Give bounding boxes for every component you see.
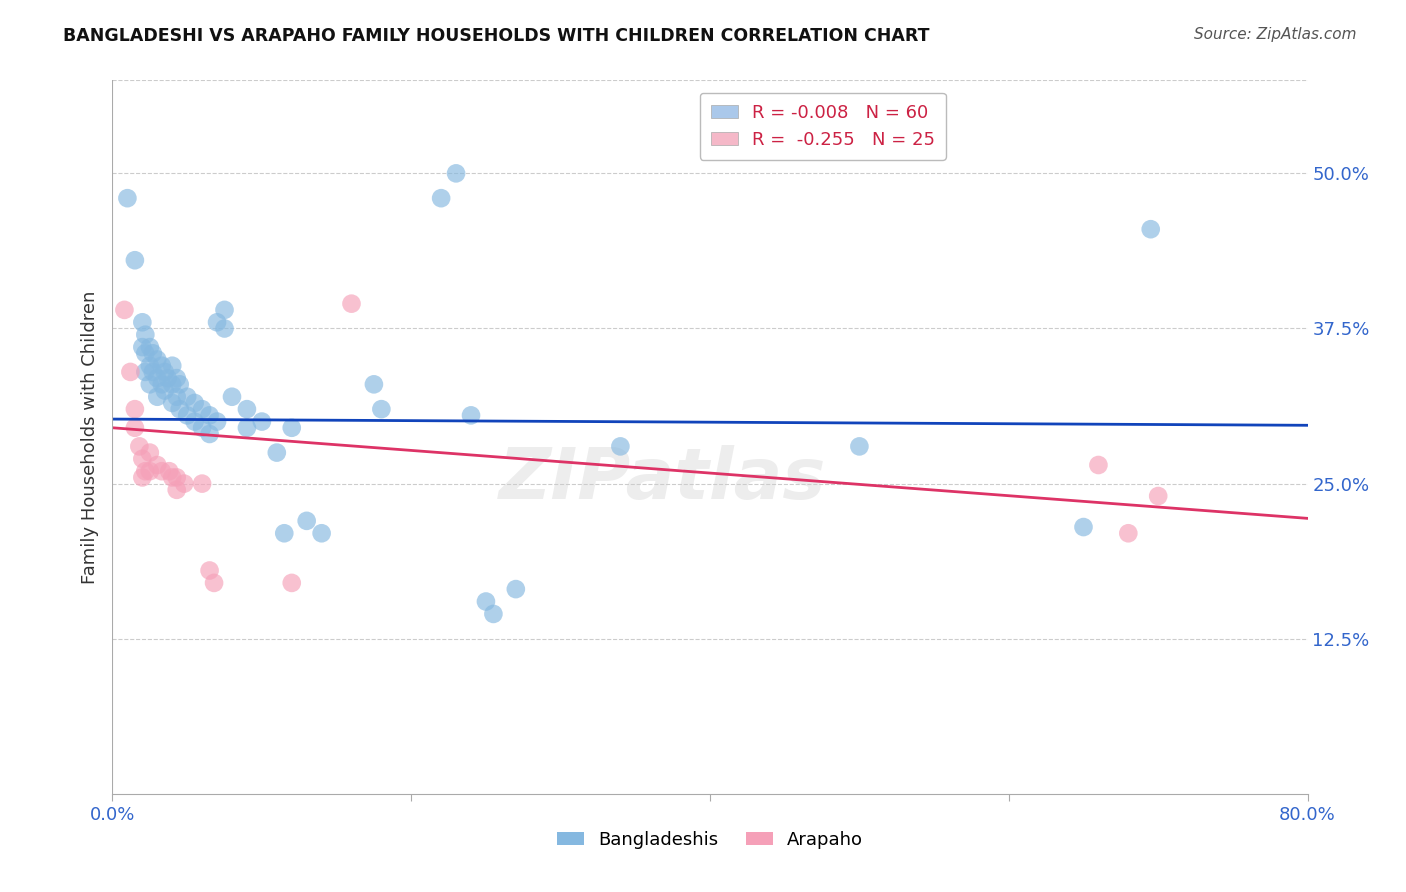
Point [134,464,156,478]
Point [142,365,165,379]
Point [191,476,214,491]
Point [205,415,228,429]
Point [1139,222,1161,236]
Point [311,526,333,541]
Legend: Bangladeshis, Arapaho: Bangladeshis, Arapaho [550,824,870,856]
Text: Source: ZipAtlas.com: Source: ZipAtlas.com [1194,27,1357,42]
Point [295,514,318,528]
Point [191,402,214,417]
Text: BANGLADESHI VS ARAPAHO FAMILY HOUSEHOLDS WITH CHILDREN CORRELATION CHART: BANGLADESHI VS ARAPAHO FAMILY HOUSEHOLDS… [63,27,929,45]
Point [146,458,169,472]
Point [156,371,179,385]
Point [214,302,236,317]
Point [166,390,188,404]
Point [482,607,505,621]
Point [236,421,259,435]
Point [173,476,195,491]
Point [169,377,191,392]
Point [124,421,146,435]
Point [281,575,304,590]
Point [198,427,221,442]
Point [281,421,304,435]
Point [444,166,467,180]
Point [1087,458,1109,472]
Point [157,464,180,478]
Point [202,575,225,590]
Point [162,396,183,410]
Point [1118,526,1140,541]
Text: ZIPatlas: ZIPatlas [499,445,825,515]
Point [139,445,162,459]
Point [114,302,135,317]
Point [169,402,191,417]
Point [150,464,173,478]
Point [128,439,150,453]
Point [162,377,183,392]
Point [609,439,631,453]
Point [166,483,188,497]
Point [117,191,139,205]
Point [131,451,153,466]
Point [162,359,183,373]
Point [266,445,288,459]
Point [236,402,259,417]
Point [273,526,295,541]
Point [150,359,173,373]
Point [848,439,870,453]
Point [430,191,453,205]
Point [139,340,162,354]
Point [134,346,156,360]
Point [214,321,236,335]
Point [505,582,527,596]
Point [153,365,176,379]
Point [166,371,188,385]
Point [131,470,153,484]
Point [340,296,363,310]
Point [139,377,162,392]
Point [1147,489,1170,503]
Point [250,415,273,429]
Point [120,365,142,379]
Y-axis label: Family Households with Children: Family Households with Children [80,291,98,583]
Point [205,315,228,329]
Point [134,365,156,379]
Point [131,315,153,329]
Point [139,359,162,373]
Point [370,402,392,417]
Point [131,340,153,354]
Point [146,352,169,367]
Point [139,464,162,478]
Point [363,377,385,392]
Point [162,470,183,484]
Point [142,346,165,360]
Point [198,564,221,578]
Point [146,371,169,385]
Point [176,390,198,404]
Point [166,470,188,484]
Point [1073,520,1095,534]
Point [146,390,169,404]
Point [176,409,198,423]
Point [460,409,482,423]
Point [198,409,221,423]
Point [124,402,146,417]
Point [221,390,243,404]
Point [475,594,498,608]
Point [153,384,176,398]
Point [183,396,205,410]
Point [183,415,205,429]
Point [124,253,146,268]
Point [191,421,214,435]
Point [150,377,173,392]
Point [134,327,156,342]
